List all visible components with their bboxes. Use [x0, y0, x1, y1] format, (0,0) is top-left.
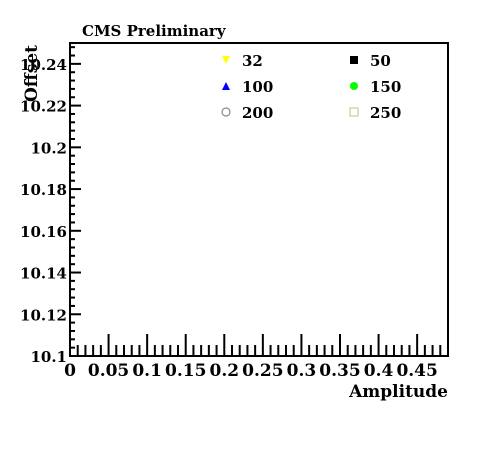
x-tick-label: 0.2	[209, 361, 239, 381]
x-tick-label: 0.3	[287, 361, 317, 381]
plot-frame	[69, 42, 449, 357]
legend-marker	[350, 56, 358, 64]
y-tick-label: 10.24	[20, 56, 67, 74]
y-tick-label: 10.18	[20, 181, 67, 199]
legend-marker	[349, 107, 359, 117]
x-tick-label: 0.35	[319, 361, 360, 381]
x-tick-label: 0.1	[132, 361, 162, 381]
legend-marker	[222, 56, 230, 64]
x-tick-label: 0.45	[396, 361, 437, 381]
legend-label: 250	[370, 104, 401, 122]
x-tick-label: 0.25	[242, 361, 283, 381]
chart-title: CMS Preliminary	[82, 22, 227, 40]
y-tick-label: 10.2	[30, 139, 67, 157]
legend-label: 32	[242, 52, 263, 70]
legend-label: 200	[242, 104, 273, 122]
x-tick-label: 0.4	[364, 361, 394, 381]
y-tick-label: 10.1	[30, 348, 67, 366]
legend-label: 100	[242, 78, 273, 96]
x-tick-label: 0	[64, 361, 76, 381]
y-tick-label: 10.14	[20, 265, 67, 283]
y-axis-label: Offset	[22, 45, 42, 102]
legend-label: 150	[370, 78, 401, 96]
y-tick-label: 10.12	[20, 306, 67, 324]
y-tick-label: 10.16	[20, 223, 67, 241]
y-tick-label: 10.22	[20, 98, 67, 116]
legend: 32 50 100 150 200 250	[221, 52, 401, 122]
x-tick-label: 0.15	[165, 361, 206, 381]
legend-marker	[222, 82, 230, 90]
x-axis-label: Amplitude	[348, 382, 448, 402]
legend-marker	[221, 107, 231, 117]
legend-marker	[350, 82, 358, 90]
legend-label: 50	[370, 52, 391, 70]
axes: 0 0.05 0.1 0.15 0.2 0.25 0.3 0.35 0.4 0.45 10.1 10.…	[20, 46, 449, 381]
x-tick-label: 0.05	[88, 361, 129, 381]
